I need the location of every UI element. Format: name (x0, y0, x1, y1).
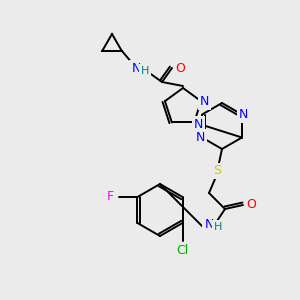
Text: N: N (195, 131, 205, 144)
Text: O: O (246, 199, 256, 212)
Text: N: N (194, 118, 203, 131)
Text: O: O (175, 61, 185, 74)
Text: H: H (214, 222, 222, 232)
Text: N: N (131, 61, 141, 74)
Text: N: N (239, 108, 249, 121)
Text: Cl: Cl (176, 244, 189, 257)
Text: F: F (107, 190, 114, 203)
Text: S: S (213, 164, 221, 178)
Text: N: N (204, 218, 214, 232)
Text: H: H (141, 66, 149, 76)
Text: N: N (200, 94, 209, 108)
